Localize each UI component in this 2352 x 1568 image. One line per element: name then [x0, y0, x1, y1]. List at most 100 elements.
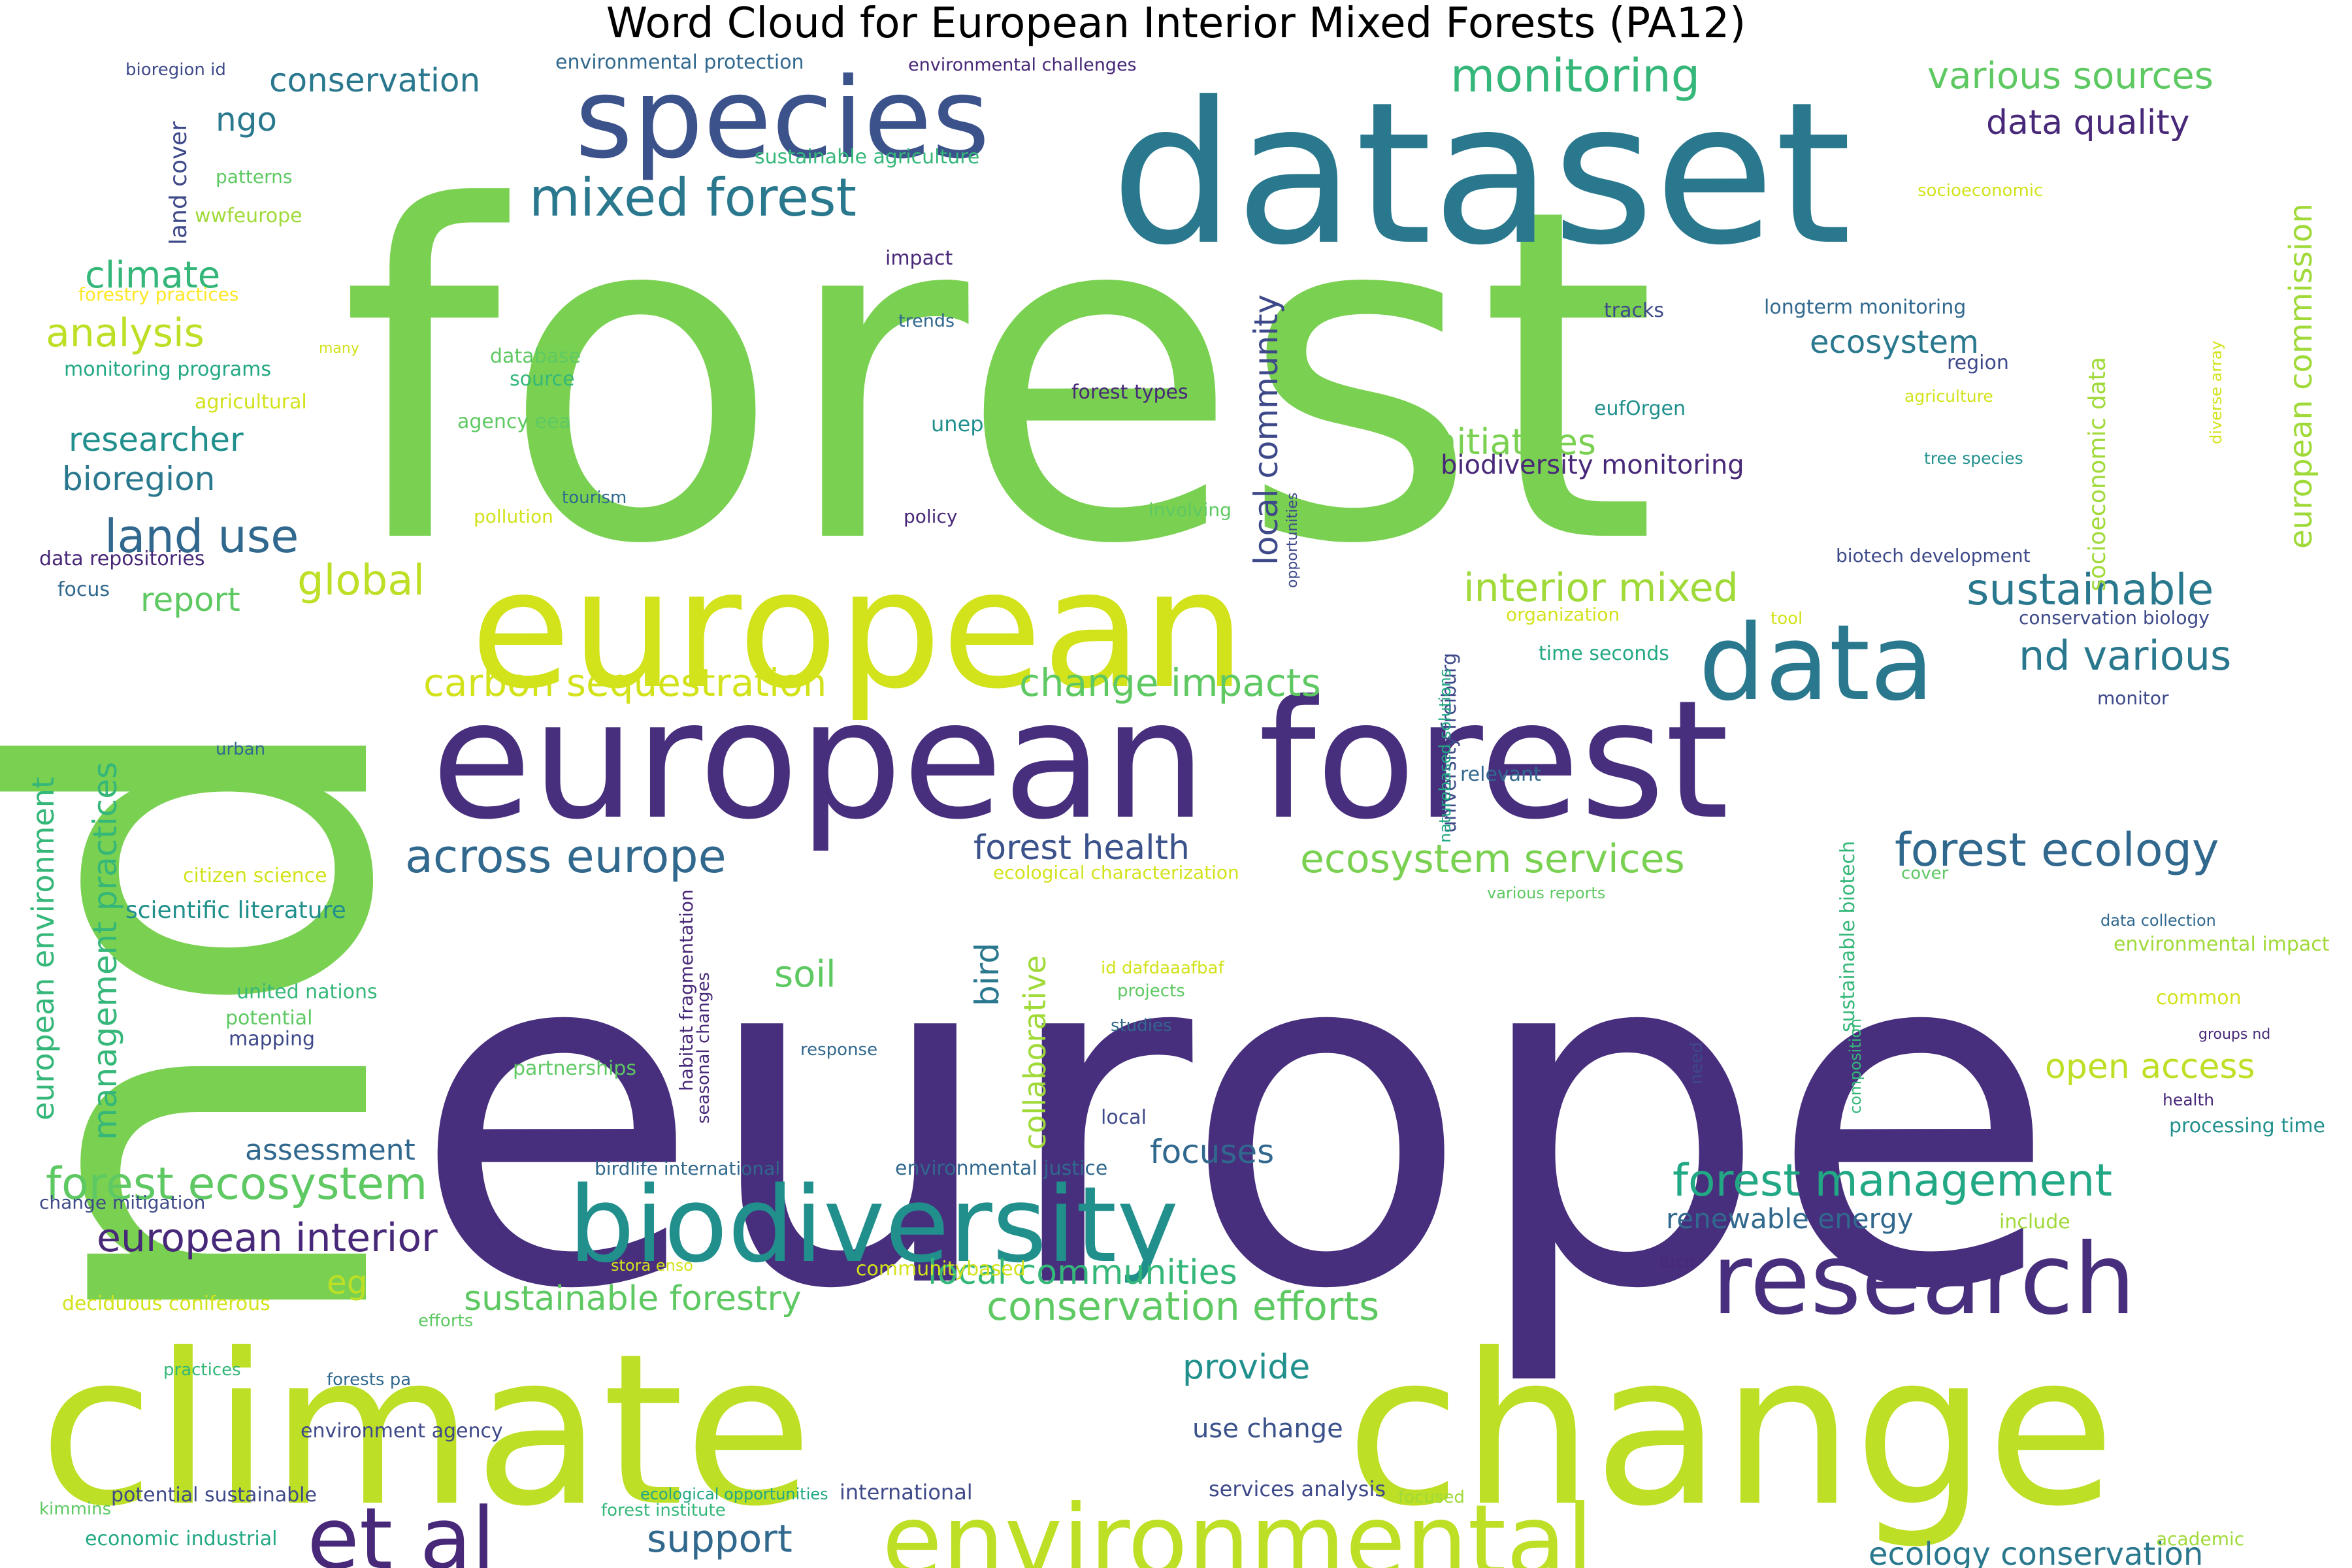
word-policy: policy — [904, 506, 957, 527]
word-groups-nd: groups nd — [2198, 1026, 2270, 1043]
word-european-commission: european commission — [2283, 203, 2319, 549]
word-potential-sustainable: potential sustainable — [111, 1484, 317, 1507]
word-ecosystem-services: ecosystem services — [1300, 836, 1685, 882]
word-services-analysis: services analysis — [1209, 1477, 1386, 1501]
word-collaborative: collaborative — [1017, 955, 1053, 1150]
word-change-impacts: change impacts — [1019, 661, 1321, 705]
word-european: european — [470, 534, 1246, 725]
word-environmental-justice: environmental justice — [895, 1157, 1107, 1180]
word-citizen-science: citizen science — [183, 864, 327, 887]
word-naturebased-solutions: naturebased solutions — [1436, 669, 1454, 843]
word-environmental: environmental — [882, 1484, 1593, 1568]
word-environmental-protection: environmental protection — [555, 51, 804, 74]
word-forest-management: forest management — [1673, 1155, 2112, 1207]
word-id-dafdaaafbaf: id dafdaaafbaf — [1101, 958, 1224, 978]
word-forest-types: forest types — [1071, 381, 1188, 404]
word-diverse-array: diverse array — [2207, 340, 2225, 444]
word-cover: cover — [1901, 864, 1949, 883]
word-stora-enso: stora enso — [611, 1256, 693, 1275]
word-many: many — [319, 340, 359, 357]
word-monitoring: monitoring — [1450, 49, 1700, 103]
word-sustainable-agriculture: sustainable agriculture — [755, 146, 979, 169]
word-database: database — [490, 345, 581, 368]
word-management-practices: management practices — [86, 762, 124, 1140]
word-relevant: relevant — [1460, 763, 1541, 786]
word-use-change: use change — [1192, 1414, 1343, 1444]
word-urban: urban — [216, 740, 265, 759]
word-mapping: mapping — [229, 1028, 315, 1051]
word-environmental-challenges: environmental challenges — [908, 55, 1137, 75]
word-impact: impact — [885, 247, 953, 270]
word-focuses: focuses — [1150, 1133, 1274, 1171]
word-european-forest: european forest — [431, 665, 1729, 855]
word-climate: climate — [39, 1309, 813, 1552]
word-renewable-energy: renewable energy — [1666, 1203, 1914, 1235]
word-composition: composition — [1846, 1019, 1865, 1114]
page-title: Word Cloud for European Interior Mixed F… — [606, 0, 1746, 48]
word-provide: provide — [1183, 1348, 1310, 1387]
word-bioregion-id: bioregion id — [125, 60, 226, 80]
word-tool: tool — [1771, 609, 1803, 629]
word-nd: nd — [0, 700, 486, 1346]
word-health: health — [2163, 1090, 2214, 1109]
word-initiatives: initiatives — [1424, 421, 1596, 463]
word-forestry-practices: forestry practices — [78, 284, 238, 305]
word-european-interior: european interior — [97, 1215, 438, 1261]
word-various-reports: various reports — [1487, 884, 1605, 902]
word-et-al: et al — [307, 1489, 495, 1568]
word-ecological-opportunities: ecological opportunities — [640, 1485, 828, 1503]
word-sustainable-biotech: sustainable biotech — [1837, 841, 1859, 1032]
word-species: species — [575, 54, 990, 184]
word-climate: climate — [85, 254, 220, 297]
word-sustainable-forestry: sustainable forestry — [464, 1279, 802, 1318]
word-open-access: open access — [2045, 1047, 2255, 1086]
word-europe: europe — [412, 844, 2058, 1392]
word-efforts: efforts — [418, 1311, 473, 1331]
word-data-repositories: data repositories — [39, 547, 204, 570]
word-include: include — [1999, 1211, 2070, 1233]
word-tracks: tracks — [1604, 299, 1664, 322]
word-ecological-characterization: ecological characterization — [993, 862, 1239, 883]
word-data: data — [1699, 602, 1934, 724]
word-mixed-forest: mixed forest — [529, 167, 857, 228]
word-eg: eg — [327, 1264, 368, 1301]
word-agricultural: agricultural — [195, 391, 307, 414]
word-biodiversity: biodiversity — [568, 1164, 1179, 1286]
word-dataset: dataset — [1111, 60, 1852, 288]
word-seasonal-changes: seasonal changes — [694, 972, 713, 1124]
word-change: change — [1346, 1309, 2115, 1552]
word-potential: potential — [225, 1007, 312, 1030]
word-carbon-sequestration: carbon sequestration — [423, 661, 826, 705]
word-nd-various: nd various — [2019, 632, 2231, 679]
word-trends: trends — [898, 311, 955, 331]
word-agency-eea: agency eea — [457, 410, 571, 433]
word-local-communities: local communities — [928, 1253, 1237, 1292]
word-university-freiburg: university freiburg — [1438, 653, 1461, 833]
word-local: local — [1101, 1106, 1147, 1129]
word-ecology-conservation: ecology conservation — [1869, 1536, 2203, 1568]
word-united-nations: united nations — [237, 981, 378, 1004]
word-conservation-biology: conservation biology — [2019, 607, 2210, 629]
word-academic: academic — [2156, 1528, 2244, 1550]
word-support: support — [647, 1516, 792, 1561]
word-iucn: iucn — [1659, 1252, 1695, 1272]
word-practices: practices — [163, 1360, 241, 1380]
word-local-community: local community — [1247, 295, 1285, 565]
word-report: report — [140, 581, 240, 619]
word-unep: unep — [931, 412, 984, 436]
word-deciduous-coniferous: deciduous coniferous — [62, 1292, 270, 1315]
word-european-environment: european environment — [25, 777, 61, 1120]
word-data-collection: data collection — [2100, 911, 2216, 930]
word-bioregion: bioregion — [62, 460, 215, 498]
word-analysis: analysis — [46, 310, 204, 356]
word-forest-ecology: forest ecology — [1895, 823, 2219, 877]
word-research: research — [1712, 1223, 2136, 1337]
word-conservation: conservation — [269, 61, 480, 99]
word-across-europe: across europe — [405, 830, 727, 883]
word-involving: involving — [1149, 499, 1232, 521]
word-monitor: monitor — [2097, 687, 2169, 709]
word-assessment: assessment — [245, 1134, 416, 1167]
word-tree-species: tree species — [1924, 449, 2023, 468]
word-land-use: land use — [105, 510, 299, 563]
